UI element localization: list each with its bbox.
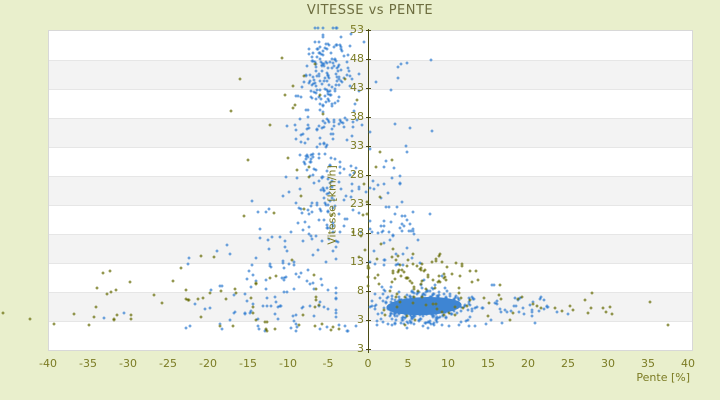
axis-tick-mark: [366, 30, 371, 31]
grid-band: [49, 234, 692, 263]
axis-tick-mark: [366, 233, 371, 234]
x-tick-label: 25: [561, 357, 575, 370]
y-tick-label: 13: [350, 255, 364, 268]
y-tick-label: 3: [357, 313, 364, 326]
y-tick-label: 53: [350, 23, 364, 36]
grid-band: [49, 60, 692, 89]
y-tick-label: 8: [357, 284, 364, 297]
axis-tick-mark: [366, 88, 371, 89]
x-tick-label: 0: [364, 357, 372, 370]
y-tick-label: 23: [350, 197, 364, 210]
x-tick-label: 5: [404, 357, 412, 370]
x-tick-label: 15: [481, 357, 495, 370]
grid-band: [49, 205, 692, 234]
axis-tick-mark: [366, 320, 371, 321]
axis-tick-mark: [366, 59, 371, 60]
grid-band: [49, 176, 692, 205]
axis-tick-mark: [366, 175, 371, 176]
x-tick-label: 10: [441, 357, 455, 370]
y-tick-label: 33: [350, 139, 364, 152]
axis-tick-mark: [366, 117, 371, 118]
grid-band: [49, 321, 692, 350]
x-tick-label: -15: [239, 357, 257, 370]
x-tick-label: -35: [79, 357, 97, 370]
grid-band: [49, 292, 692, 321]
y-axis-label: Vitesse [km/h]: [325, 165, 339, 245]
zero-axis-line: [368, 29, 369, 353]
x-axis-label: Pente [%]: [636, 371, 690, 384]
axis-tick-mark: [366, 204, 371, 205]
x-tick-label: -25: [159, 357, 177, 370]
chart-title: VITESSE vs PENTE: [306, 3, 434, 18]
grid-band: [49, 89, 692, 118]
axis-tick-mark: [366, 146, 371, 147]
x-tick-label: 40: [681, 357, 695, 370]
x-tick-label: -20: [199, 357, 217, 370]
y-tick-label: 3: [357, 342, 364, 355]
y-tick-label: 18: [350, 226, 364, 239]
y-tick-label: 43: [350, 81, 364, 94]
x-tick-label: 30: [601, 357, 615, 370]
y-tick-label: 38: [350, 110, 364, 123]
y-tick-label: 28: [350, 168, 364, 181]
y-tick-label: 48: [350, 52, 364, 65]
x-tick-label: 35: [641, 357, 655, 370]
x-tick-label: -5: [322, 357, 334, 370]
axis-tick-mark: [366, 349, 371, 350]
x-tick-label: 20: [521, 357, 535, 370]
x-tick-label: -10: [279, 357, 297, 370]
x-tick-label: -30: [119, 357, 137, 370]
x-tick-label: -40: [39, 357, 57, 370]
axis-tick-mark: [366, 291, 371, 292]
